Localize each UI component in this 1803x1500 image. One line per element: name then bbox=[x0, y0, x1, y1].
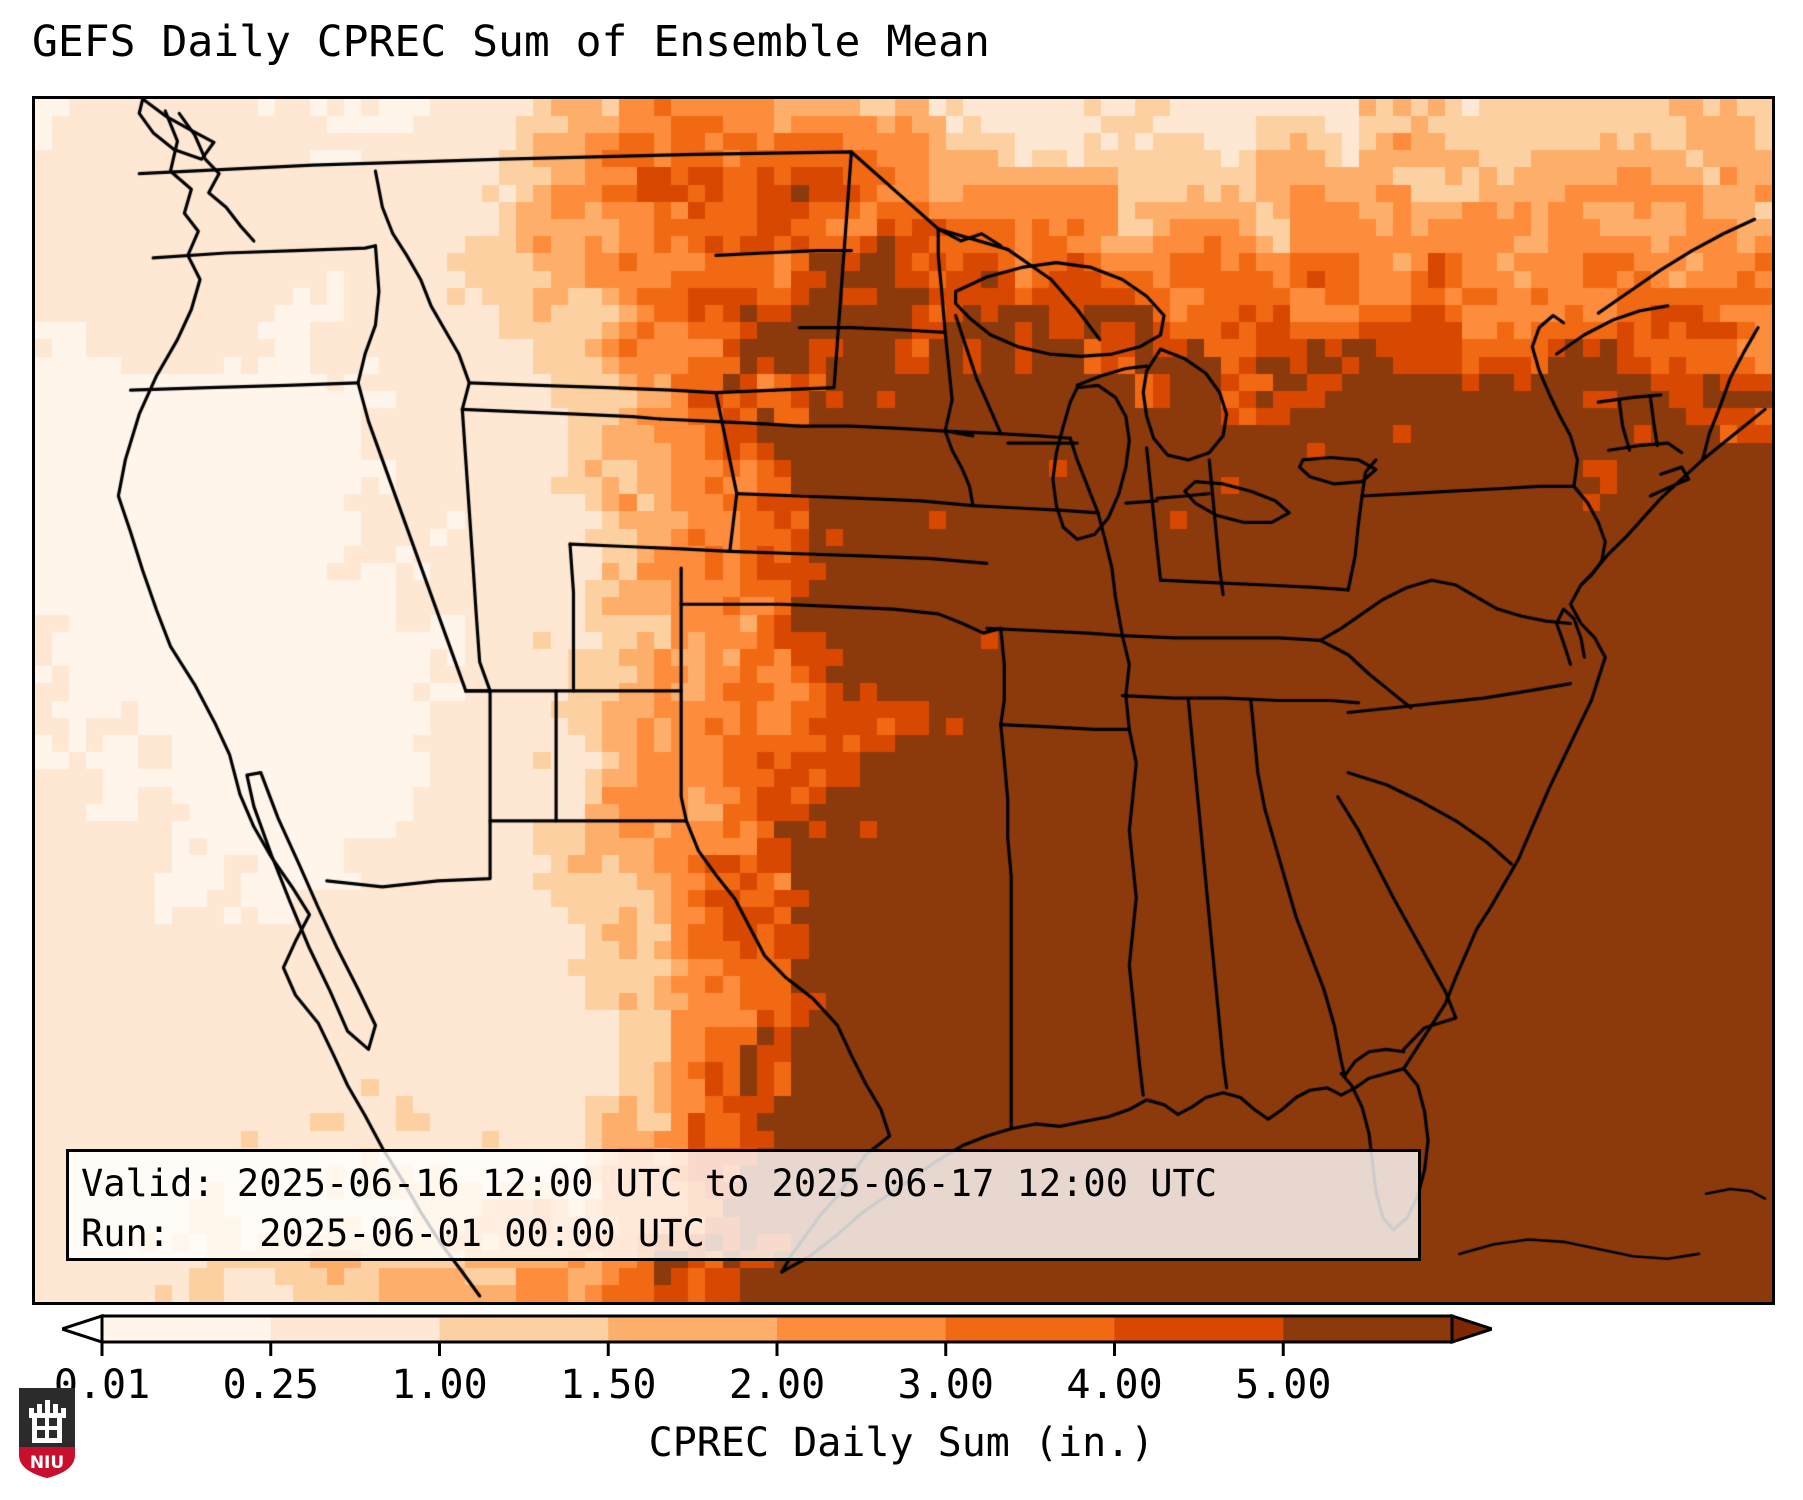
colorbar-segment bbox=[777, 1316, 947, 1342]
niu-shield-icon: NIU bbox=[19, 1388, 75, 1478]
annotation-run-line: Run: 2025-06-01 00:00 UTC bbox=[81, 1212, 705, 1255]
colorbar-tick-labels: 0.01 0.25 1.00 1.50 2.00 3.00 4.00 5.00 bbox=[0, 1362, 1803, 1408]
colorbar-segment bbox=[1114, 1316, 1284, 1342]
colorbar-tick-label: 2.00 bbox=[728, 1362, 826, 1408]
colorbar bbox=[62, 1312, 1492, 1356]
colorbar-tick-label: 4.00 bbox=[1066, 1362, 1163, 1408]
colorbar-segment bbox=[608, 1316, 778, 1342]
colorbar-axis-label: CPREC Daily Sum (in.) bbox=[648, 1420, 1155, 1466]
colorbar-tick-label: 3.00 bbox=[897, 1362, 994, 1408]
colorbar-over-arrow bbox=[1450, 1313, 1492, 1345]
precipitation-heatmap bbox=[35, 99, 1772, 1302]
niu-logo: NIU bbox=[16, 1385, 78, 1481]
colorbar-tick-label: 1.00 bbox=[391, 1362, 488, 1408]
colorbar-segment bbox=[439, 1316, 609, 1342]
annotation-valid-line: Valid: 2025-06-16 12:00 UTC to 2025-06-1… bbox=[81, 1162, 1218, 1205]
valid-time-annotation-box: Valid: 2025-06-16 12:00 UTC to 2025-06-1… bbox=[66, 1149, 1421, 1261]
colorbar-under-arrow bbox=[62, 1313, 104, 1345]
colorbar-segment bbox=[102, 1316, 272, 1342]
colorbar-tick-label: 5.00 bbox=[1235, 1362, 1332, 1408]
colorbar-svg bbox=[62, 1313, 1492, 1356]
colorbar-tick-label: 0.25 bbox=[222, 1362, 319, 1408]
page-title: GEFS Daily CPREC Sum of Ensemble Mean bbox=[32, 17, 990, 67]
colorbar-segment bbox=[945, 1316, 1116, 1342]
colorbar-tick-label: 1.50 bbox=[560, 1362, 657, 1408]
colorbar-segment bbox=[270, 1316, 441, 1342]
map-panel: Valid: 2025-06-16 12:00 UTC to 2025-06-1… bbox=[32, 96, 1775, 1305]
niu-logo-text: NIU bbox=[30, 1453, 64, 1473]
colorbar-segment bbox=[1283, 1316, 1453, 1342]
